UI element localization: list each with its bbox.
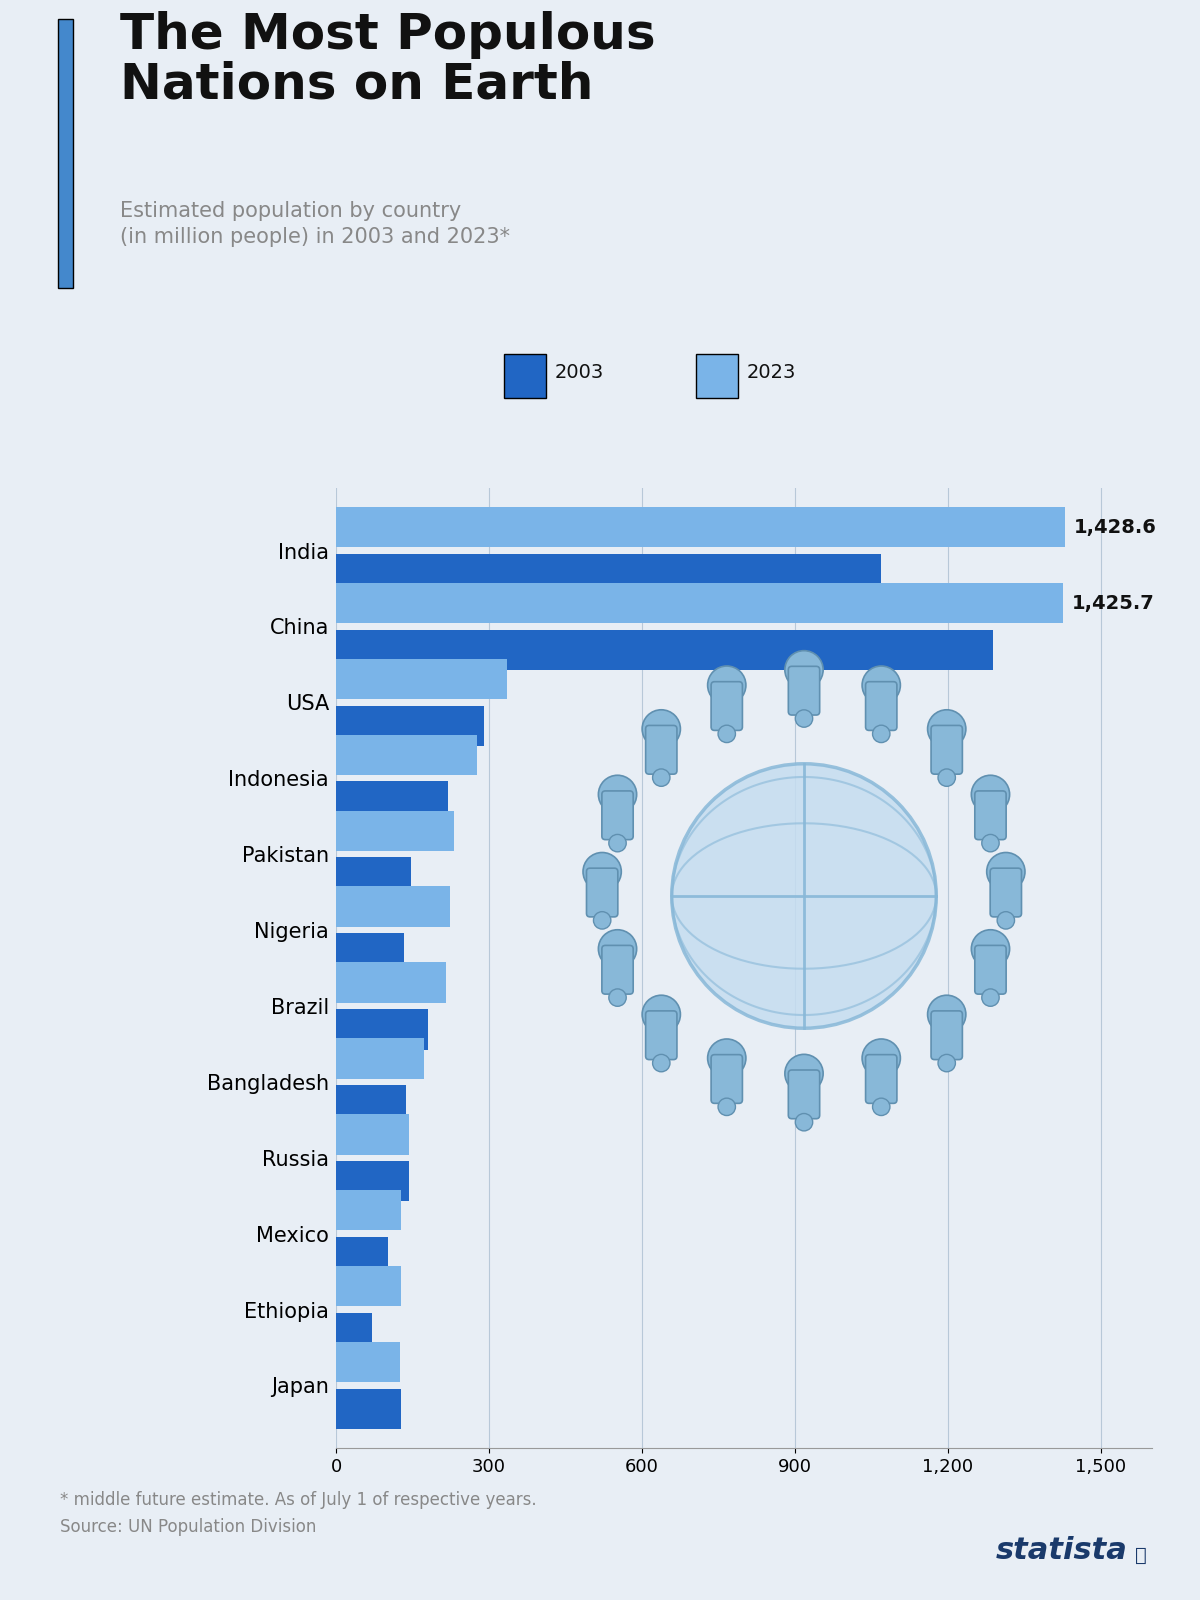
Bar — [336, 734, 478, 774]
Bar — [336, 582, 1063, 624]
Bar — [336, 858, 412, 898]
Circle shape — [718, 1098, 736, 1115]
Circle shape — [971, 930, 1009, 968]
Bar — [336, 1190, 401, 1230]
FancyBboxPatch shape — [974, 946, 1006, 994]
Text: 2023: 2023 — [746, 363, 796, 382]
FancyBboxPatch shape — [865, 1054, 896, 1104]
Bar — [336, 554, 881, 594]
Circle shape — [928, 995, 966, 1034]
Bar — [336, 1237, 388, 1277]
Bar — [336, 706, 485, 746]
Circle shape — [653, 770, 670, 786]
Bar — [336, 507, 1064, 547]
Circle shape — [642, 995, 680, 1034]
Circle shape — [785, 651, 823, 690]
Bar — [336, 1312, 372, 1354]
Circle shape — [872, 725, 890, 742]
FancyBboxPatch shape — [587, 869, 618, 917]
Circle shape — [938, 1054, 955, 1072]
Text: ⬛: ⬛ — [1135, 1546, 1147, 1565]
Circle shape — [982, 835, 1000, 851]
Circle shape — [785, 1054, 823, 1093]
Circle shape — [653, 1054, 670, 1072]
Bar — [336, 1038, 425, 1078]
FancyBboxPatch shape — [865, 682, 896, 731]
Bar — [336, 1010, 428, 1050]
FancyBboxPatch shape — [602, 946, 634, 994]
Text: * middle future estimate. As of July 1 of respective years.
Source: UN Populatio: * middle future estimate. As of July 1 o… — [60, 1491, 536, 1536]
Circle shape — [642, 710, 680, 749]
Bar — [336, 781, 449, 822]
Bar — [336, 933, 404, 974]
Circle shape — [718, 725, 736, 742]
Circle shape — [708, 666, 746, 704]
FancyBboxPatch shape — [788, 1070, 820, 1118]
FancyBboxPatch shape — [974, 790, 1006, 840]
FancyBboxPatch shape — [788, 666, 820, 715]
Text: 1,428.6: 1,428.6 — [1074, 518, 1157, 536]
Bar — [336, 811, 454, 851]
Text: 2003: 2003 — [554, 363, 604, 382]
FancyBboxPatch shape — [696, 354, 738, 398]
Circle shape — [796, 710, 812, 728]
FancyBboxPatch shape — [712, 682, 743, 731]
FancyBboxPatch shape — [931, 1011, 962, 1059]
Bar — [336, 886, 450, 926]
Text: statista: statista — [996, 1536, 1128, 1565]
Bar — [336, 630, 992, 670]
Bar — [336, 962, 446, 1003]
Bar — [336, 1114, 409, 1155]
Circle shape — [608, 835, 626, 851]
Circle shape — [599, 930, 637, 968]
Circle shape — [594, 912, 611, 930]
Circle shape — [608, 989, 626, 1006]
Circle shape — [708, 1038, 746, 1077]
Circle shape — [862, 666, 900, 704]
Circle shape — [928, 710, 966, 749]
FancyBboxPatch shape — [504, 354, 546, 398]
Text: 1,425.7: 1,425.7 — [1073, 594, 1156, 613]
Circle shape — [583, 853, 622, 891]
FancyBboxPatch shape — [602, 790, 634, 840]
Text: Estimated population by country
(in million people) in 2003 and 2023*: Estimated population by country (in mill… — [120, 200, 510, 246]
Circle shape — [982, 989, 1000, 1006]
Circle shape — [862, 1038, 900, 1077]
Circle shape — [599, 776, 637, 813]
FancyBboxPatch shape — [712, 1054, 743, 1104]
Circle shape — [986, 853, 1025, 891]
Circle shape — [997, 912, 1014, 930]
Bar — [336, 1389, 401, 1429]
Circle shape — [872, 1098, 890, 1115]
Text: The Most Populous
Nations on Earth: The Most Populous Nations on Earth — [120, 11, 655, 109]
FancyBboxPatch shape — [646, 725, 677, 774]
FancyBboxPatch shape — [990, 869, 1021, 917]
Bar — [336, 659, 506, 699]
Bar — [336, 1266, 401, 1306]
Circle shape — [938, 770, 955, 786]
Bar — [336, 1085, 407, 1125]
FancyBboxPatch shape — [931, 725, 962, 774]
Bar — [336, 1162, 409, 1202]
Circle shape — [971, 776, 1009, 813]
Circle shape — [672, 763, 936, 1029]
FancyBboxPatch shape — [646, 1011, 677, 1059]
Bar — [336, 1342, 400, 1382]
Circle shape — [796, 1114, 812, 1131]
